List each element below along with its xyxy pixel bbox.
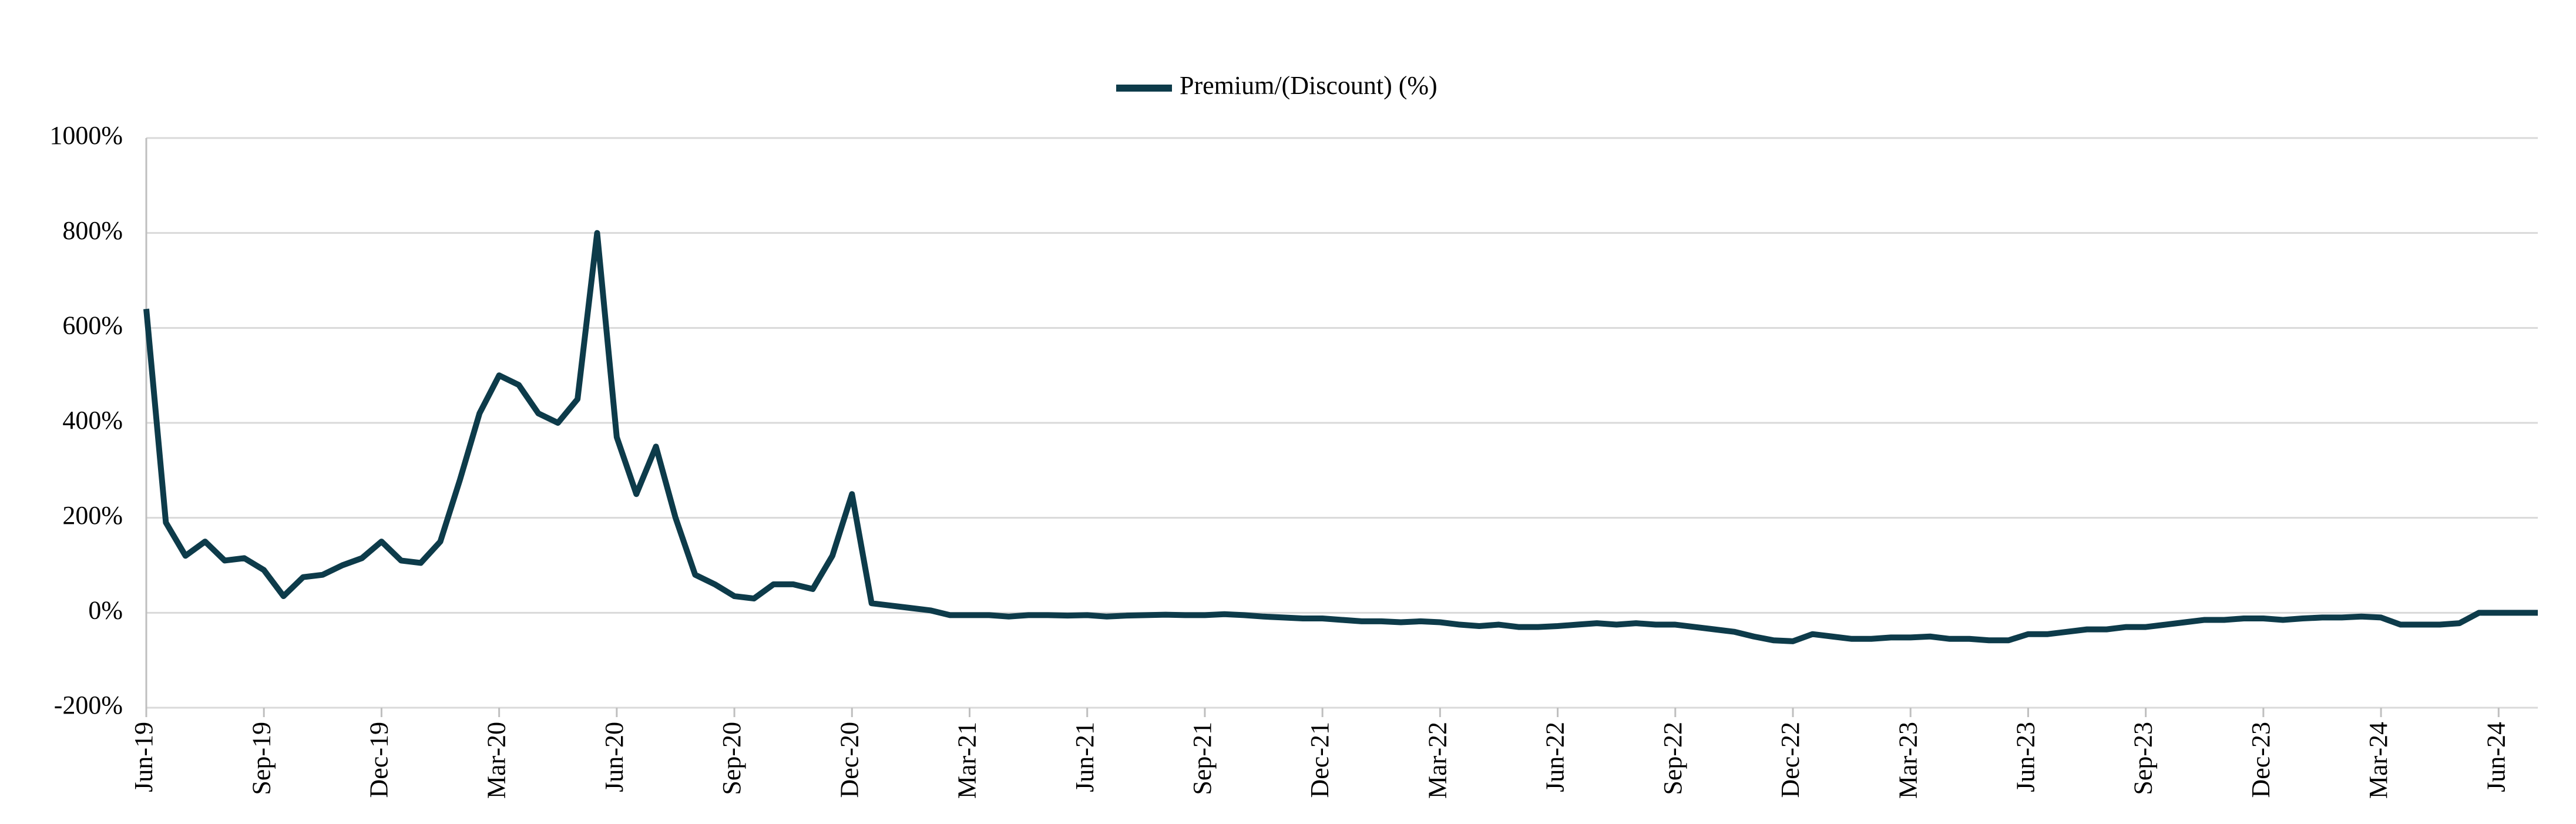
x-tick-label: Jun-20 <box>600 722 629 792</box>
x-tick-label: Jun-22 <box>1541 722 1570 792</box>
x-tick-label: Jun-23 <box>2011 722 2040 792</box>
x-tick-label: Sep-22 <box>1658 722 1687 795</box>
x-tick-label: Mar-23 <box>1893 722 1922 799</box>
x-tick-label: Jun-21 <box>1070 722 1099 792</box>
x-tick-label: Sep-21 <box>1188 722 1217 795</box>
y-tick-label: 0% <box>88 596 123 624</box>
x-tick-label: Mar-22 <box>1423 722 1452 799</box>
y-tick-label: 200% <box>62 501 123 530</box>
x-tick-label: Dec-23 <box>2246 722 2275 798</box>
x-tick-label: Dec-20 <box>835 722 864 798</box>
x-tick-label: Sep-19 <box>247 722 276 795</box>
x-tick-label: Dec-19 <box>365 722 394 798</box>
x-tick-label: Sep-20 <box>717 722 746 795</box>
x-tick-label: Mar-24 <box>2364 722 2393 799</box>
y-tick-label: -200% <box>54 691 123 719</box>
x-tick-label: Mar-21 <box>953 722 982 799</box>
y-tick-label: 1000% <box>49 121 123 150</box>
x-tick-label: Sep-23 <box>2129 722 2158 795</box>
y-tick-label: 400% <box>62 406 123 435</box>
x-tick-label: Jun-19 <box>129 722 158 792</box>
x-tick-label: Dec-22 <box>1776 722 1805 798</box>
y-tick-label: 800% <box>62 216 123 245</box>
y-tick-label: 600% <box>62 311 123 339</box>
data-line <box>143 230 2538 644</box>
x-tick-label: Jun-24 <box>2481 722 2510 792</box>
legend-label: Premium/(Discount) (%) <box>1180 71 1438 100</box>
x-tick-label: Mar-20 <box>482 722 511 799</box>
x-tick-label: Dec-21 <box>1305 722 1334 798</box>
